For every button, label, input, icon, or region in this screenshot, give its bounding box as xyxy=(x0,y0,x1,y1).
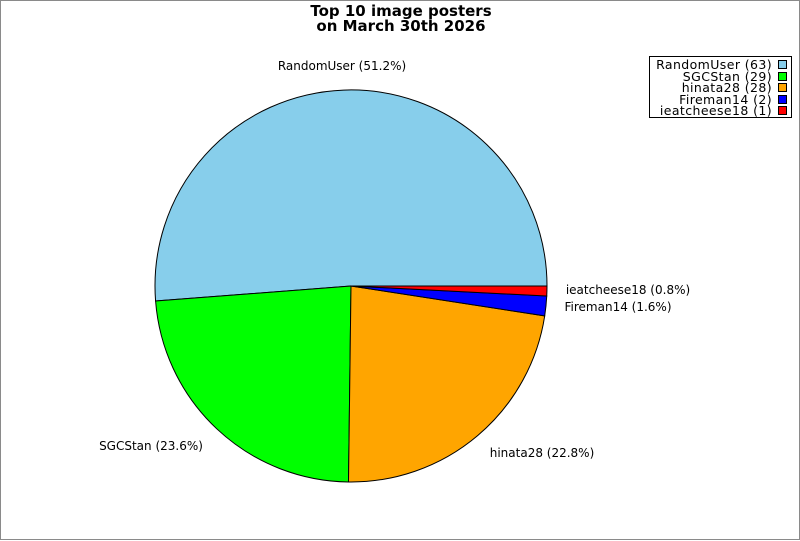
chart-legend: RandomUser (63) SGCStan (29) hinata28 (28)… xyxy=(649,56,792,118)
legend-swatch xyxy=(778,94,787,104)
legend-item-randomuser: RandomUser (63) xyxy=(654,59,787,71)
pie-slice-hinata28 xyxy=(347,285,546,483)
pie-slice-randomuser xyxy=(154,89,548,302)
legend-item-hinata28: hinata28 (28) xyxy=(654,82,787,94)
pie-slice-sgcstan xyxy=(155,285,352,483)
legend-swatch xyxy=(778,106,787,116)
legend-label: SGCStan (29) xyxy=(682,68,772,84)
slice-label-randomuser: RandomUser (51.2%) xyxy=(278,59,406,73)
chart-title-line-1: Top 10 image posters xyxy=(310,2,492,20)
legend-label: Fireman14 (2) xyxy=(679,91,772,107)
legend-label: ieatcheese18 (1) xyxy=(659,103,772,118)
legend-item-fireman14: Fireman14 (2) xyxy=(654,91,787,107)
slice-label-fireman14: Fireman14 (1.6%) xyxy=(565,300,672,314)
slice-label-ieatcheese18: ieatcheese18 (0.8%) xyxy=(566,283,690,297)
chart-title-line-2: on March 30th 2026 xyxy=(316,17,486,35)
slice-label-sgcstan: SGCStan (23.6%) xyxy=(99,439,203,453)
slice-label-hinata28: hinata28 (22.8%) xyxy=(490,446,595,460)
chart-title: Top 10 image posters on March 30th 2026 xyxy=(1,4,800,34)
legend-swatch xyxy=(778,60,787,70)
legend-item-ieatcheese18: ieatcheese18 (1) xyxy=(654,105,787,117)
pie-slice-ieatcheese18 xyxy=(350,285,548,297)
legend-item-sgcstan: SGCStan (29) xyxy=(654,68,787,84)
legend-swatch xyxy=(778,83,787,93)
legend-label: RandomUser (63) xyxy=(656,57,772,72)
legend-swatch xyxy=(778,71,787,81)
legend-label: hinata28 (28) xyxy=(681,80,772,95)
